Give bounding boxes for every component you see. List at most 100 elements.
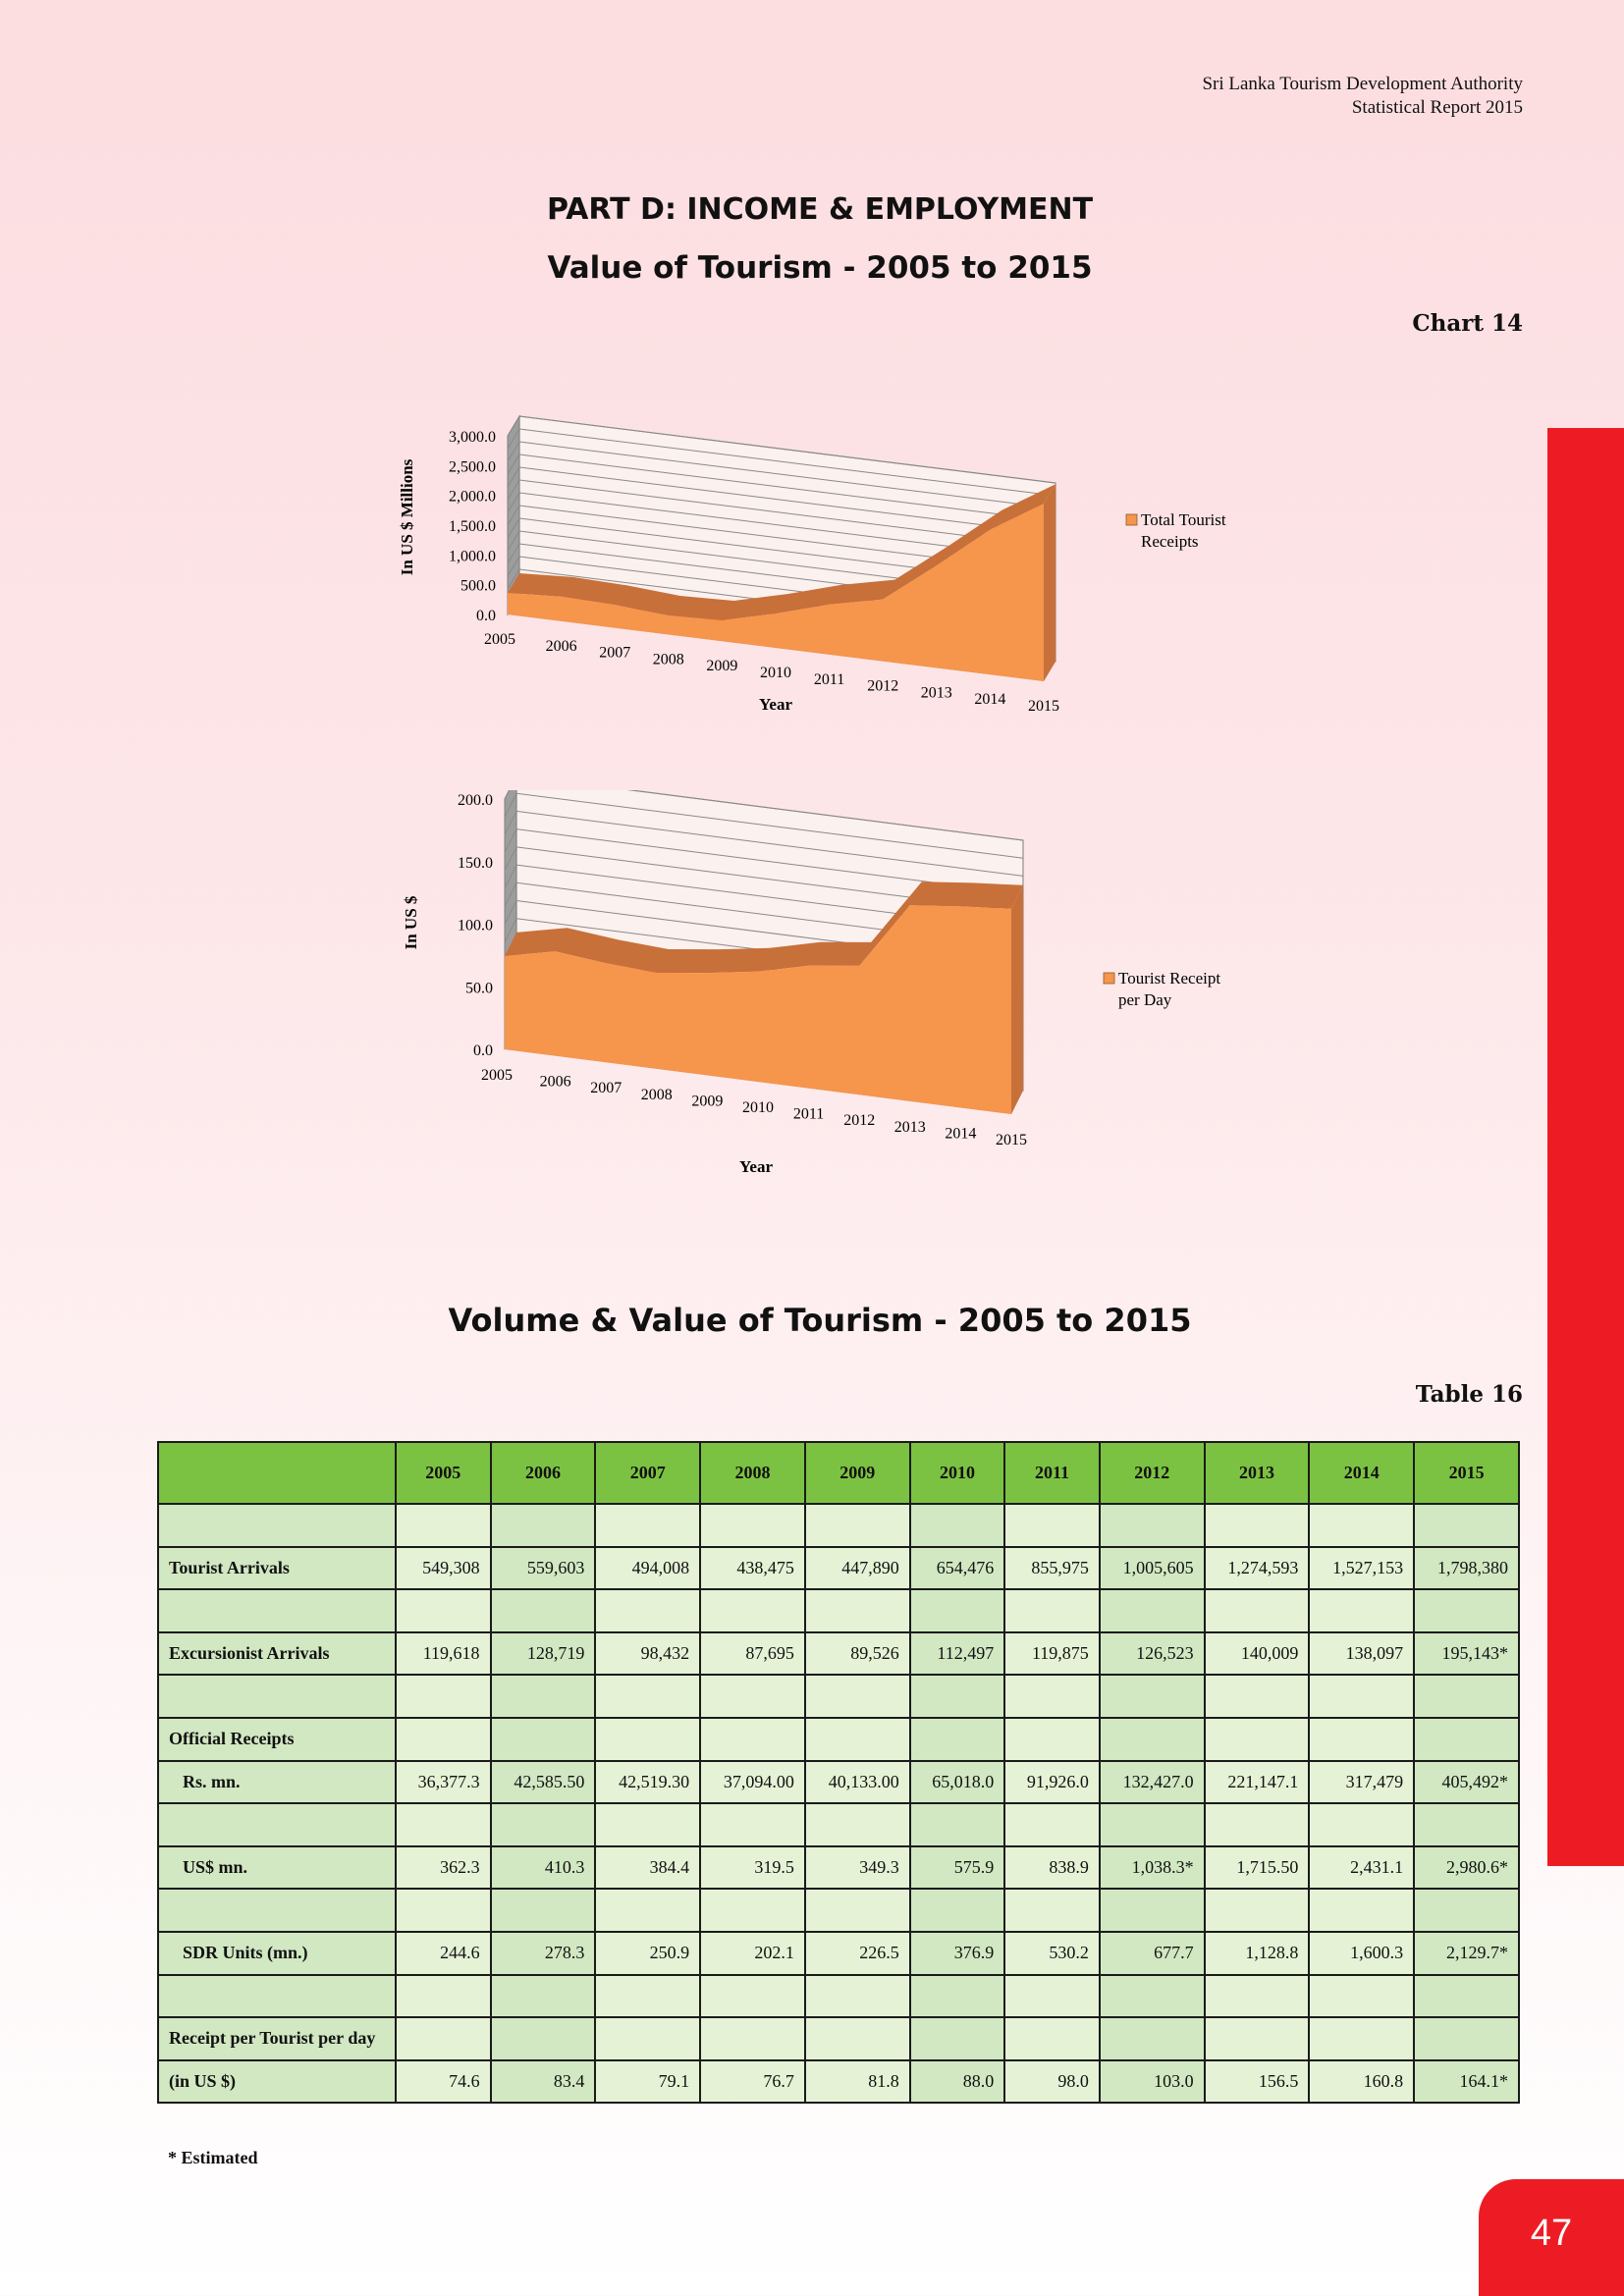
table-cell — [1003, 1588, 1101, 1633]
x-axis-title: Year — [759, 695, 792, 714]
y-tick-label: 50.0 — [465, 980, 493, 996]
table-row: US$ mn. 362.3 410.3 384.4 319.5 349.3 575.9 838… — [157, 1844, 1520, 1891]
x-tick-label: 2014 — [945, 1125, 976, 1142]
x-tick-label: 2014 — [974, 691, 1005, 708]
table-cell: 119,618 — [395, 1630, 492, 1677]
gridline-side — [507, 454, 520, 475]
table-cell: 376.9 — [908, 1930, 1006, 1976]
table-cell — [1098, 1588, 1206, 1633]
table-cell: 438,475 — [699, 1545, 806, 1591]
table-cell: 140,009 — [1203, 1630, 1311, 1677]
row-label: Tourist Arrivals — [157, 1545, 397, 1591]
table-cell — [1203, 1888, 1311, 1933]
gridline-side — [504, 811, 517, 835]
legend-swatch — [1103, 972, 1115, 985]
gridline-side — [507, 428, 520, 450]
row-label: Excursionist Arrivals — [157, 1630, 397, 1677]
table-cell: 1,128.8 — [1203, 1930, 1311, 1976]
table-cell — [594, 1588, 702, 1633]
table-cell — [1308, 2016, 1416, 2061]
table-cell — [803, 1888, 911, 1933]
table-cell — [1098, 1973, 1206, 2019]
year-header: 2007 — [594, 1441, 702, 1505]
table-cell: 447,890 — [803, 1545, 911, 1591]
x-tick-label: 2013 — [894, 1119, 926, 1136]
table-cell: 1,527,153 — [1308, 1545, 1416, 1591]
table-cell — [1003, 1503, 1101, 1548]
gridline — [518, 466, 1056, 535]
x-tick-label: 2006 — [540, 1074, 571, 1091]
gridline-side — [507, 441, 520, 462]
table-cell: 128,719 — [489, 1630, 597, 1677]
x-tick-label: 2005 — [481, 1067, 513, 1084]
y-tick-label: 0.0 — [476, 608, 496, 624]
table-cell — [908, 1888, 1006, 1933]
table-cell: 103.0 — [1098, 2058, 1206, 2105]
table-row: Official Receipts — [157, 1716, 1520, 1762]
table-cell — [1098, 1888, 1206, 1933]
table-cell — [594, 1716, 702, 1762]
table-cell — [1308, 1674, 1416, 1719]
table-cell — [908, 2016, 1006, 2061]
table-row: SDR Units (mn.) 244.6 278.3 250.9 202.1 226.5… — [157, 1930, 1520, 1976]
table-cell: 575.9 — [908, 1844, 1006, 1891]
x-tick-label: 2015 — [996, 1132, 1027, 1148]
gridline — [627, 790, 1024, 841]
table-cell — [395, 1674, 492, 1719]
table-cell — [1203, 1503, 1311, 1548]
part-title: PART D: INCOME & EMPLOYMENT — [546, 192, 1094, 227]
legend-label-2: per Day — [1118, 990, 1172, 1009]
gridline-side — [507, 479, 520, 501]
year-header: 2015 — [1413, 1441, 1520, 1505]
table-cell — [395, 1888, 492, 1933]
table-cell: 138,097 — [1308, 1630, 1416, 1677]
table-cell: 98,432 — [594, 1630, 702, 1677]
side-accent-bar — [1547, 428, 1624, 1866]
table-row: Excursionist Arrivals 119,618 128,719 98,43… — [157, 1630, 1520, 1677]
x-tick-label: 2012 — [843, 1112, 875, 1129]
gridline — [515, 810, 1024, 877]
table-cell — [908, 1716, 1006, 1762]
table-cell: 112,497 — [908, 1630, 1006, 1677]
table-cell: 549,308 — [395, 1545, 492, 1591]
table-cell: 37,094.00 — [699, 1759, 806, 1805]
table-cell: 87,695 — [699, 1630, 806, 1677]
table-cell — [594, 1503, 702, 1548]
table-cell: 126,523 — [1098, 1630, 1206, 1677]
area-front-face — [505, 905, 1011, 1114]
table-row: (in US $) 74.6 83.4 79.1 76.7 81.8 88.0 98.0 103… — [157, 2058, 1520, 2105]
table-cell — [699, 2016, 806, 2061]
table-cell: 677.7 — [1098, 1930, 1206, 1976]
table-cell — [908, 1674, 1006, 1719]
y-tick-label: 2,000.0 — [449, 489, 496, 506]
table-cell — [1203, 1973, 1311, 2019]
table-label: Table 16 — [1415, 1381, 1523, 1408]
row-label — [157, 1674, 397, 1719]
receipt-per-day-area-chart: 0.0 50.0 100.0 150.0 200.0 2005 2006 2007 2008 20… — [402, 790, 1220, 1176]
y-axis-title: In US $ — [402, 895, 420, 949]
legend-swatch — [1125, 513, 1138, 526]
gridline — [518, 454, 1056, 522]
table-cell — [1098, 1503, 1206, 1548]
x-tick-label: 2009 — [691, 1093, 723, 1109]
table-cell — [1413, 1888, 1520, 1933]
row-label: Rs. mn. — [157, 1759, 397, 1805]
x-tick-label: 2009 — [706, 658, 737, 674]
y-tick-label: 1,000.0 — [449, 548, 496, 564]
row-label — [157, 1503, 397, 1548]
report-header: Sri Lanka Tourism Development Authority … — [1202, 73, 1523, 120]
table-cell — [1413, 1716, 1520, 1762]
x-tick-label: 2008 — [653, 651, 684, 667]
table-cell — [1203, 1588, 1311, 1633]
table-cell — [594, 1973, 702, 2019]
section-title: Value of Tourism - 2005 to 2015 — [547, 250, 1093, 286]
footnote: * Estimated — [168, 2148, 258, 2167]
header-report: Statistical Report 2015 — [1351, 97, 1523, 118]
gridline-side — [507, 505, 520, 526]
table-cell: 2,980.6* — [1413, 1844, 1520, 1891]
row-label: (in US $) — [157, 2058, 397, 2105]
table-cell: 244.6 — [395, 1930, 492, 1976]
table-cell: 2,129.7* — [1413, 1930, 1520, 1976]
table-title: Volume & Value of Tourism - 2005 to 2015 — [448, 1302, 1192, 1339]
table-cell — [1003, 1802, 1101, 1847]
